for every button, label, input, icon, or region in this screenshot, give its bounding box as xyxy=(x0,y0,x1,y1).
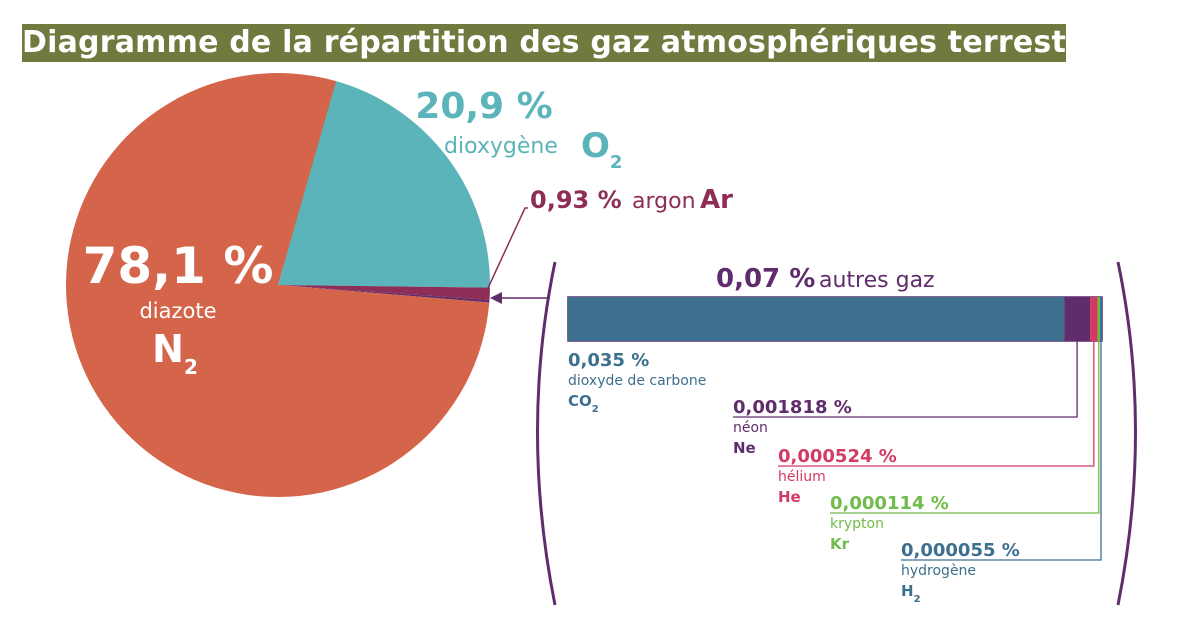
leader-line-krypton xyxy=(830,341,1100,514)
zoom-arrow-head xyxy=(490,292,502,304)
segment-percent-helium: 0,000524 % xyxy=(778,446,897,467)
pie-slice-oxygen xyxy=(278,80,490,288)
pie-slice-other xyxy=(278,285,490,303)
leader-line-neon xyxy=(733,341,1078,418)
segment-percent-hydrogen: 0,000055 % xyxy=(901,540,1020,561)
nitrogen-percent: 78,1 % xyxy=(83,237,274,295)
segment-name-helium: hélium xyxy=(778,469,826,485)
other-gases-name: autres gaz xyxy=(819,268,935,293)
segment-percent-neon: 0,001818 % xyxy=(733,397,852,418)
left-parenthesis xyxy=(536,261,557,606)
segment-formula-co2: CO2 xyxy=(568,392,599,415)
chart-title: Diagramme de la répartition des gaz atmo… xyxy=(22,24,1066,62)
oxygen-name: dioxygène xyxy=(444,134,558,159)
nitrogen-name: diazote xyxy=(139,299,216,323)
segment-percent-krypton: 0,000114 % xyxy=(830,493,949,514)
bar-segment-helium xyxy=(1090,297,1098,341)
segment-percent-co2: 0,035 % xyxy=(568,350,649,371)
bar-segment-krypton xyxy=(1097,297,1100,341)
segment-formula-neon: Ne xyxy=(733,439,756,457)
right-parenthesis xyxy=(1116,261,1137,606)
oxygen-percent: 20,9 % xyxy=(415,86,552,127)
segment-formula-krypton: Kr xyxy=(830,535,850,553)
pie-slice-argon xyxy=(278,285,490,300)
segment-formula-hydrogen: H2 xyxy=(901,582,921,605)
leader-line-hydrogen xyxy=(901,341,1102,561)
bar-segment-neon xyxy=(1064,297,1091,341)
other-gases-percent: 0,07 % xyxy=(716,264,815,294)
bar-segment-hydrogen xyxy=(1100,297,1102,341)
oxygen-formula: O2 xyxy=(581,126,622,173)
pie-chart xyxy=(65,73,490,498)
leader-line-helium xyxy=(778,341,1095,467)
segment-name-co2: dioxyde de carbone xyxy=(568,373,706,389)
argon-name: argon xyxy=(632,189,696,214)
segment-name-krypton: krypton xyxy=(830,516,884,532)
argon-percent: 0,93 % xyxy=(530,186,622,214)
segment-name-hydrogen: hydrogène xyxy=(901,563,976,579)
argon-leader-line xyxy=(487,207,528,289)
segment-name-neon: néon xyxy=(733,420,768,436)
pie-slice-nitrogen xyxy=(65,73,490,498)
segment-formula-helium: He xyxy=(778,488,801,506)
bar-segment-co2 xyxy=(568,297,1065,341)
argon-formula: Ar xyxy=(700,185,733,215)
nitrogen-formula: N2 xyxy=(152,327,198,379)
